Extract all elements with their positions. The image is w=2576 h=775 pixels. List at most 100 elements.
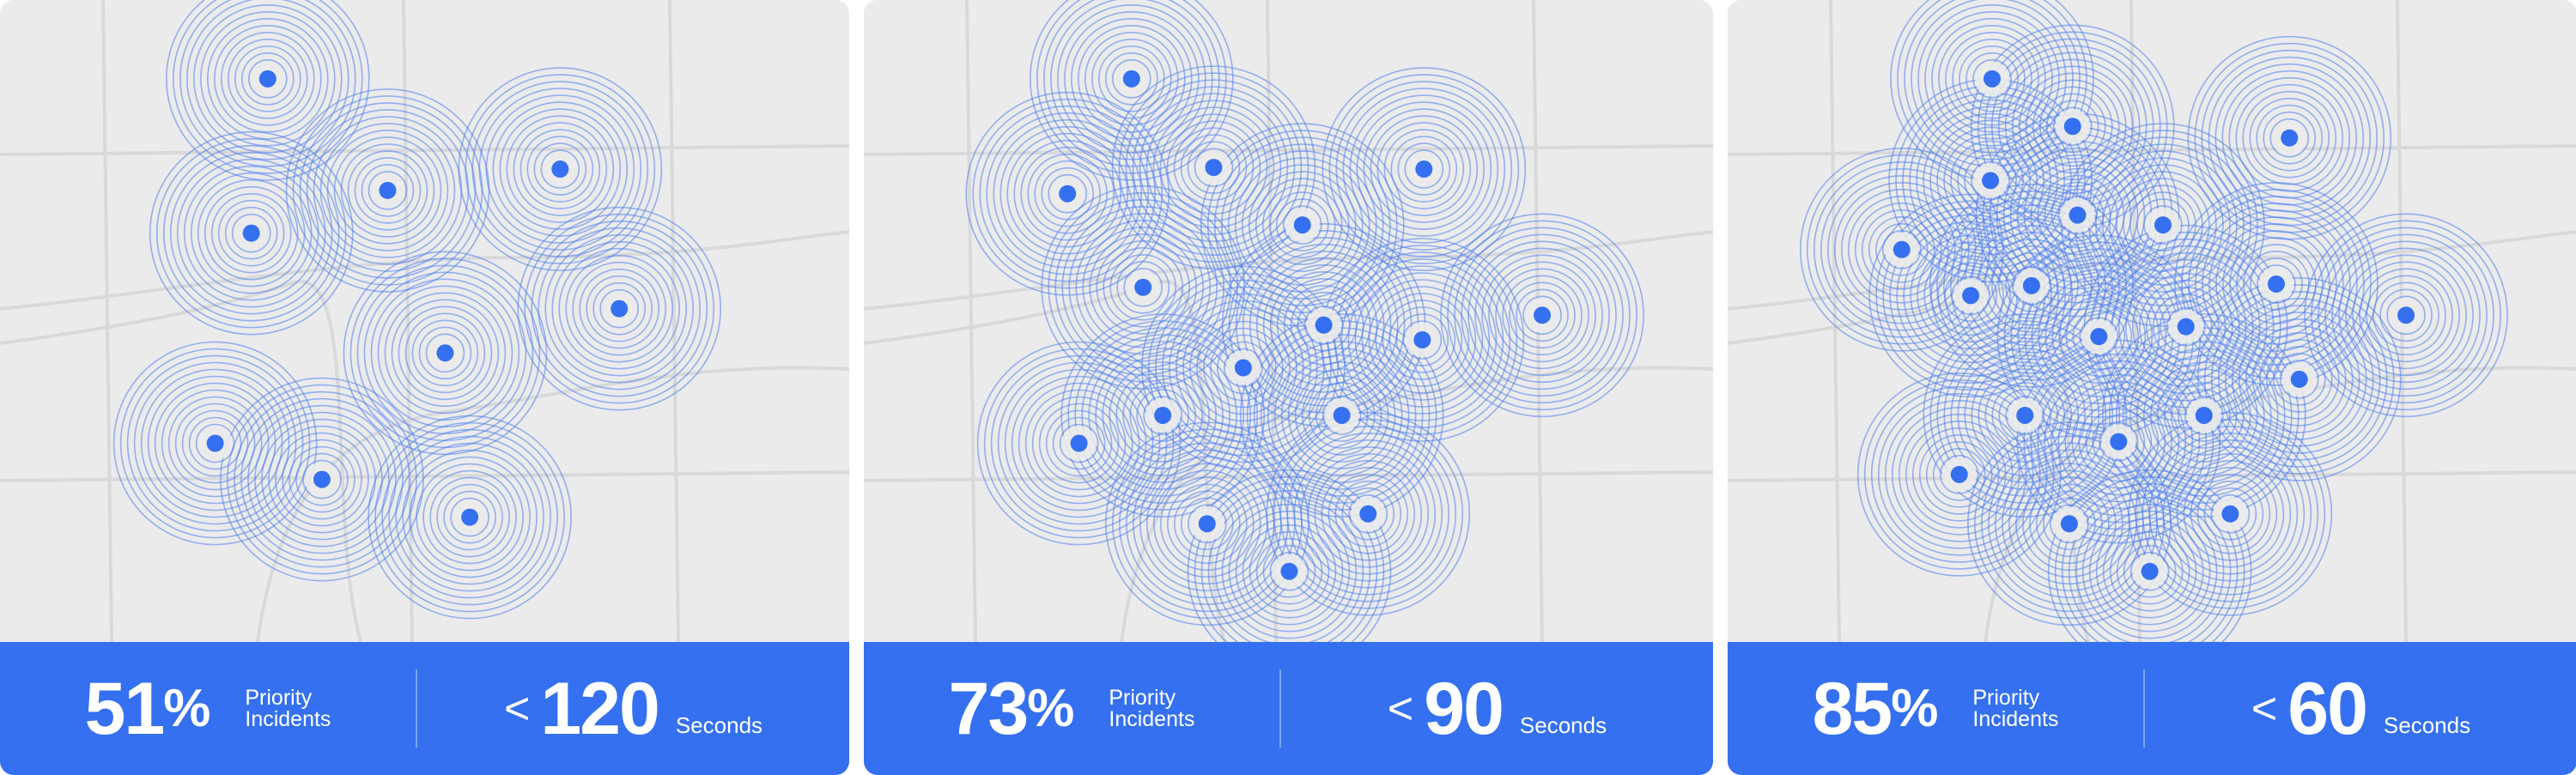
coverage-ring <box>361 164 415 217</box>
station <box>1205 159 1223 177</box>
time-value: 120 <box>540 667 659 750</box>
coverage-ring <box>2155 439 2306 589</box>
coverage-ring <box>1461 233 1624 397</box>
coverage-ring <box>2072 310 2126 363</box>
coverage-ring <box>2081 503 2218 639</box>
coverage-ring <box>2148 432 2312 596</box>
coverage-ring <box>1847 195 1956 304</box>
coverage-ring <box>1027 153 1109 234</box>
coverage-ring <box>2044 366 2194 517</box>
coverage-ring <box>1045 409 1113 477</box>
coverage-ring <box>492 101 629 237</box>
coverage-ring <box>1341 487 1395 541</box>
coverage-ring <box>425 333 465 373</box>
percent-value: 51 <box>84 667 166 750</box>
coverage-ring <box>1249 530 1330 612</box>
road <box>402 0 414 642</box>
coverage-ring <box>2203 284 2395 475</box>
coverage-ring <box>586 275 653 342</box>
coverage-ring <box>2032 86 2113 167</box>
station <box>1198 515 1216 533</box>
coverage-ring <box>166 0 370 181</box>
coverage-ring <box>319 123 456 258</box>
coverage-ring <box>384 292 507 415</box>
coverage-ring <box>2135 418 2326 609</box>
coverage-ring <box>1273 348 1410 483</box>
coverage-ring <box>374 421 565 613</box>
coverage-ring <box>1998 252 2065 319</box>
time-unit: Seconds <box>2383 712 2471 738</box>
percent-label-line: Priority <box>1109 685 1176 710</box>
coverage-ring <box>2379 288 2433 342</box>
coverage-ring <box>450 497 489 537</box>
coverage-ring <box>2092 415 2146 469</box>
coverage-ring <box>197 179 306 288</box>
coverage-ring <box>1112 59 1151 99</box>
coverage-ring <box>1109 253 1177 321</box>
coverage-ring <box>1806 154 1997 345</box>
coverage-ring <box>112 341 318 546</box>
coverage-ring <box>2196 480 2264 548</box>
time-prefix: < <box>2251 683 2278 734</box>
coverage-ring <box>997 361 1161 525</box>
coverage-ring <box>161 389 270 498</box>
coverage-ring <box>234 391 410 568</box>
coverage-ring <box>499 108 622 230</box>
coverage-ring <box>1048 173 1088 214</box>
coverage-ring <box>2012 266 2051 306</box>
station <box>1333 406 1351 424</box>
coverage-ring <box>2050 504 2089 544</box>
time-prefix: < <box>1387 683 1414 734</box>
coverage-ring <box>1509 282 1576 349</box>
station <box>2022 276 2040 294</box>
coverage-ring <box>240 397 404 561</box>
coverage-ring <box>1361 279 1484 401</box>
coverage-ring <box>517 206 722 411</box>
coverage-ring <box>1089 233 1198 342</box>
coverage-ring <box>533 142 587 196</box>
coverage-ring <box>1882 207 2059 384</box>
coverage-ring <box>2203 487 2257 541</box>
station <box>1315 316 1333 334</box>
coverage-ring <box>2116 537 2184 605</box>
coverage-ring <box>1167 483 1248 565</box>
coverage-ring <box>1916 106 2065 256</box>
road <box>864 230 1713 311</box>
coverage-ring <box>1235 517 1344 626</box>
coverage-ring <box>990 354 1168 532</box>
coverage-ring <box>2149 361 2258 469</box>
station <box>2110 433 2128 451</box>
percent-label-line: Incidents <box>245 706 331 731</box>
coverage-ring <box>1390 136 1458 203</box>
station <box>379 181 397 199</box>
station <box>2397 306 2415 324</box>
coverage-ring <box>1342 88 1506 251</box>
percent-label: Priority Incidents <box>1972 687 2058 730</box>
coverage-ring <box>1116 260 1170 314</box>
coverage-ring <box>1929 119 2051 242</box>
coverage-ring <box>1868 193 2073 398</box>
coverage-ring <box>140 368 290 518</box>
coverage-ring <box>599 288 640 329</box>
coverage-ring <box>2324 233 2488 397</box>
coverage-ring <box>2095 157 2231 293</box>
station <box>436 344 454 362</box>
percent-label-line: Incidents <box>1109 706 1195 731</box>
station <box>1359 505 1377 523</box>
coverage-ring <box>2257 264 2296 304</box>
station <box>1134 278 1152 296</box>
coverage-ring <box>1522 295 1562 336</box>
coverage-ring <box>207 18 329 140</box>
coverage-ring <box>1516 288 1569 342</box>
coverage-ring <box>2030 353 2208 530</box>
road <box>668 0 680 642</box>
station <box>2290 370 2308 388</box>
coverage-ring <box>1091 39 1172 119</box>
coverage-ring <box>2195 203 2358 366</box>
coverage-ring <box>1081 334 1244 497</box>
coverage-ring <box>1356 101 1492 237</box>
coverage <box>1799 0 2508 642</box>
coverage-ring <box>1153 469 1261 578</box>
coverage-ring <box>1262 263 1385 386</box>
coverage-ring <box>2124 265 2247 388</box>
